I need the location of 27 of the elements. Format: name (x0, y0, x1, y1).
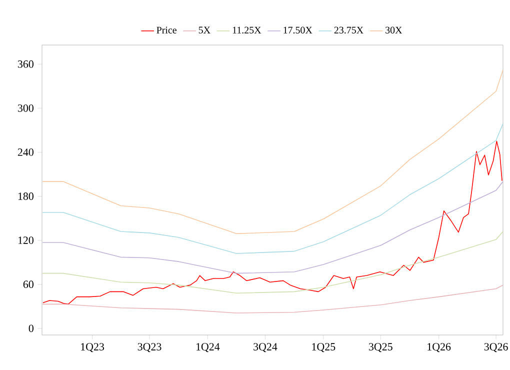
x-tick-label: 1Q26 (428, 343, 451, 352)
legend-label: Price (156, 26, 176, 34)
y-tick-label: 120 (18, 236, 34, 244)
y-tick-label: 300 (18, 104, 34, 112)
x-tick-label: 1Q23 (81, 343, 104, 352)
x-tick-label: 3Q23 (138, 343, 162, 352)
legend-label: 17.50X (284, 26, 312, 34)
line-series (42, 181, 504, 274)
line-series (42, 123, 504, 254)
legend-label: 5X (198, 26, 210, 34)
y-tick-label: 0 (28, 324, 34, 332)
x-tick-label: 1Q24 (196, 343, 220, 352)
x-tick-label: 3Q25 (368, 343, 392, 352)
line-series (42, 70, 504, 234)
line-series (42, 231, 504, 294)
x-tick-label: 3Q24 (254, 343, 278, 352)
y-tick-label: 240 (18, 148, 34, 156)
legend-label: 30X (386, 26, 402, 34)
y-tick-label: 60 (23, 280, 34, 288)
y-tick-label: 360 (18, 60, 34, 68)
legend-label: 23.75X (334, 26, 364, 34)
x-tick-label: 1Q25 (312, 343, 336, 352)
line-series (42, 140, 502, 305)
y-tick-label: 180 (18, 192, 34, 200)
legend-label: 11.25X (232, 26, 262, 34)
line-series (42, 284, 504, 314)
x-tick-label: 3Q26 (484, 343, 508, 352)
